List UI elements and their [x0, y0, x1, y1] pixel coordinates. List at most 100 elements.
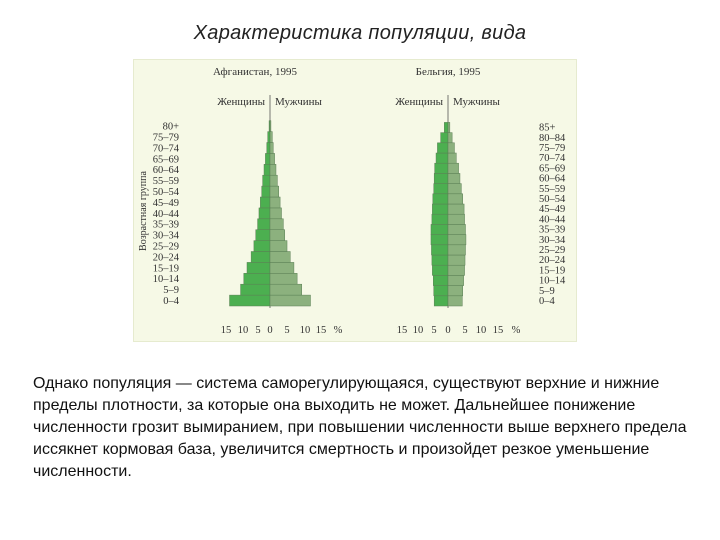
age-label-0-40-44: 40–44	[153, 209, 180, 220]
bar-men-0-40-44	[269, 207, 282, 220]
x-tick-0-3: 0	[267, 325, 272, 336]
age-label-0-20-24: 20–24	[153, 252, 180, 263]
age-label-0-65-69: 65–69	[153, 154, 179, 165]
age-label-1-25-29: 25–29	[539, 245, 565, 256]
bar-women-0-10-14	[243, 273, 271, 285]
bar-women-0-30-34	[255, 229, 271, 241]
bar-women-1-60-64	[433, 173, 449, 184]
x-tick-0-7: %	[334, 325, 343, 336]
bar-women-1-75-79	[437, 142, 449, 154]
bar-men-0-20-24	[269, 251, 291, 263]
bar-men-1-55-59	[447, 183, 462, 195]
bar-women-0-20-24	[250, 251, 271, 263]
x-tick-1-0: 15	[397, 325, 408, 336]
bar-women-0-35-39	[257, 218, 271, 230]
age-label-1-50-54: 50–54	[539, 194, 566, 205]
bar-women-1-45-49	[432, 203, 449, 215]
bar-men-0-0-4	[269, 294, 311, 307]
bar-men-0-50-54	[269, 185, 279, 198]
age-label-0-45-49: 45–49	[153, 198, 179, 209]
bar-women-0-45-49	[260, 196, 271, 209]
bar-women-0-50-54	[261, 185, 271, 198]
age-label-1-0-4: 0–4	[539, 296, 556, 307]
age-label-1-80-84: 80–84	[539, 133, 566, 144]
bar-women-1-40-44	[431, 213, 449, 225]
bar-women-0-70-74	[266, 142, 271, 154]
bar-men-1-65-69	[447, 162, 459, 174]
bar-women-1-85+	[444, 122, 449, 133]
age-label-1-40-44: 40–44	[539, 214, 566, 225]
age-label-1-30-34: 30–34	[539, 235, 566, 246]
bar-women-1-5-9	[433, 285, 449, 297]
bar-women-1-0-4	[433, 295, 449, 307]
legend-women-1: Женщины	[395, 96, 443, 108]
x-tick-1-7: %	[512, 325, 521, 336]
bar-men-0-70-74	[269, 142, 274, 154]
bar-men-1-60-64	[447, 173, 461, 184]
bar-men-1-70-74	[447, 152, 457, 164]
bar-women-1-25-29	[431, 244, 449, 256]
bar-men-0-65-69	[269, 153, 275, 165]
age-label-0-30-34: 30–34	[153, 231, 180, 242]
bar-men-0-15-19	[269, 262, 295, 274]
age-label-1-20-24: 20–24	[539, 255, 566, 266]
bar-women-1-65-69	[434, 162, 449, 174]
bar-women-1-10-14	[433, 275, 449, 286]
bar-women-0-55-59	[262, 174, 271, 187]
bar-men-1-40-44	[447, 213, 465, 225]
bar-men-1-25-29	[447, 244, 466, 256]
bar-men-1-35-39	[447, 224, 466, 235]
x-tick-0-4: 5	[284, 325, 289, 336]
x-tick-1-2: 5	[431, 325, 436, 336]
bar-men-1-10-14	[447, 275, 464, 286]
bar-men-0-60-64	[269, 164, 277, 176]
bar-men-1-0-4	[447, 295, 463, 307]
x-tick-0-2: 5	[255, 325, 260, 336]
bar-men-0-55-59	[269, 174, 278, 187]
age-label-0-5-9: 5–9	[163, 285, 179, 296]
age-label-1-45-49: 45–49	[539, 204, 565, 215]
age-label-1-60-64: 60–64	[539, 174, 566, 185]
age-label-0-75-79: 75–79	[153, 133, 179, 144]
age-label-0-0-4: 0–4	[163, 296, 180, 307]
age-label-0-80+: 80+	[163, 122, 180, 133]
bar-men-0-25-29	[269, 240, 288, 252]
bar-women-1-20-24	[431, 254, 449, 266]
bar-women-0-40-44	[258, 207, 271, 220]
age-label-1-70-74: 70–74	[539, 153, 566, 164]
bar-women-0-75-79	[267, 131, 271, 143]
bar-men-0-80+	[269, 120, 272, 132]
chart-title-0: Афганистан, 1995	[213, 66, 297, 78]
bar-women-1-55-59	[433, 183, 449, 195]
x-tick-1-5: 10	[476, 325, 487, 336]
x-tick-1-4: 5	[462, 325, 467, 336]
age-label-0-60-64: 60–64	[153, 165, 180, 176]
legend-men-1: Мужчины	[453, 96, 500, 108]
legend-women-0: Женщины	[217, 96, 265, 108]
x-tick-1-6: 15	[493, 325, 504, 336]
bar-women-1-30-34	[430, 234, 449, 246]
bar-men-1-75-79	[447, 142, 455, 154]
y-axis-label-0: Возрастная группа	[138, 171, 149, 251]
age-label-1-75-79: 75–79	[539, 143, 565, 154]
x-tick-0-6: 15	[316, 325, 327, 336]
x-tick-1-3: 0	[445, 325, 450, 336]
bar-women-0-5-9	[240, 283, 271, 296]
body-paragraph: Однако популяция — система саморегулирую…	[33, 375, 687, 480]
bar-men-1-80-84	[447, 132, 453, 144]
bar-men-0-10-14	[269, 273, 298, 285]
age-label-0-50-54: 50–54	[153, 187, 180, 198]
bar-men-1-5-9	[447, 285, 463, 297]
bar-women-0-25-29	[253, 240, 271, 252]
bar-men-1-30-34	[447, 234, 467, 246]
legend-men-0: Мужчины	[275, 96, 322, 108]
bar-men-0-35-39	[269, 218, 284, 230]
age-label-1-15-19: 15–19	[539, 265, 565, 276]
bar-men-0-5-9	[269, 283, 302, 296]
x-tick-0-5: 10	[300, 325, 311, 336]
slide-title: Характеристика популяции, вида	[193, 22, 527, 44]
chart-title-1: Бельгия, 1995	[416, 66, 481, 78]
bar-men-0-45-49	[269, 196, 281, 209]
x-tick-0-1: 10	[238, 325, 249, 336]
